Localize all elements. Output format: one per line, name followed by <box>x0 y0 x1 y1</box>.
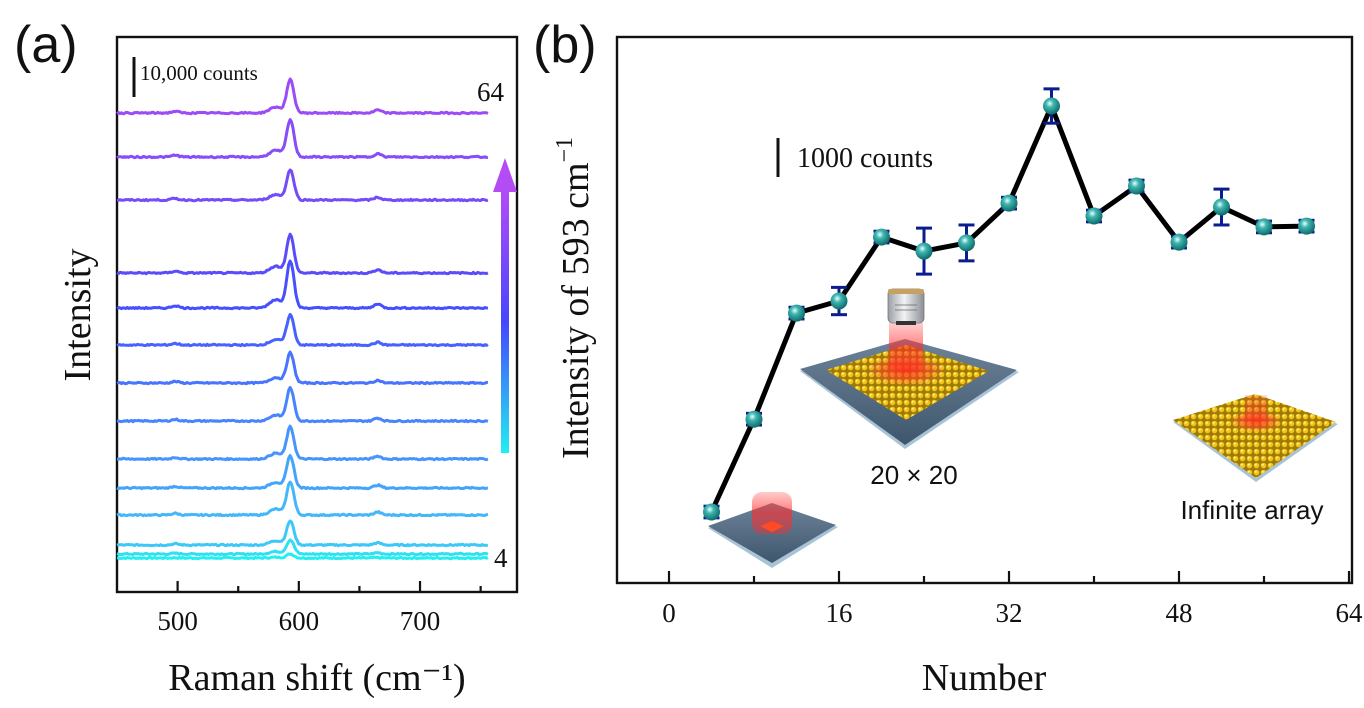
small-laser-beam <box>752 492 792 534</box>
x-tick-label: 48 <box>1166 598 1193 628</box>
panel-a-spectra <box>116 77 489 561</box>
data-point <box>1085 207 1103 225</box>
marker <box>1298 217 1315 235</box>
series-bottom-label: 4 <box>494 543 508 573</box>
data-point <box>1043 87 1060 125</box>
x-tick-label: 500 <box>157 606 198 636</box>
data-point <box>1213 187 1230 227</box>
spectrum-6 <box>116 424 489 462</box>
marker <box>1043 97 1060 115</box>
x-tick-label: 32 <box>996 598 1023 628</box>
data-point <box>1170 233 1188 251</box>
x-tick-label: 16 <box>826 598 853 628</box>
marker <box>1213 198 1230 216</box>
data-point <box>1255 218 1273 236</box>
spectrum-10 <box>116 259 489 311</box>
spectrum-8 <box>116 350 489 386</box>
marker <box>873 228 890 246</box>
color-gradient-arrow <box>493 158 517 453</box>
data-point <box>915 226 933 276</box>
panel-a-label: (a) <box>14 16 78 74</box>
marker <box>703 503 720 521</box>
marker <box>958 234 975 252</box>
panel-a-x-axis-title: Raman shift (cm⁻¹) <box>168 657 465 699</box>
panel-b-frame <box>615 35 1354 585</box>
x-tick-label: 700 <box>400 606 441 636</box>
panel-b-x-ticks <box>667 571 1351 583</box>
marker <box>1255 218 1273 236</box>
marker <box>915 242 933 260</box>
y-axis-title-main: Intensity of 593 cm <box>555 162 597 459</box>
y-axis-title-superscript: −1 <box>552 137 578 163</box>
panel-a-y-axis-title: Intensity <box>57 249 99 382</box>
data-point <box>1128 177 1145 195</box>
data-point <box>1298 217 1315 235</box>
data-point <box>745 410 763 428</box>
panel-b-series <box>703 87 1315 521</box>
panel-a: (a) 500 600 700 Raman shift (cm⁻¹) Inten… <box>14 16 519 699</box>
arrow-shaft <box>501 190 509 453</box>
objective-lens-icon <box>887 288 925 325</box>
20x20-label: 20 × 20 <box>870 460 957 490</box>
panel-b-x-axis-title: Number <box>922 657 1047 699</box>
infinite-array-inset: Infinite array <box>1173 394 1338 525</box>
x-tick-label: 0 <box>662 598 676 628</box>
x-tick-label: 64 <box>1336 598 1364 628</box>
spectrum-13 <box>116 118 489 160</box>
spectrum-12 <box>116 168 489 203</box>
data-point <box>873 228 890 246</box>
20x20-array-inset: 20 × 20 <box>800 288 1019 490</box>
data-point <box>1000 194 1018 212</box>
spectrum-9 <box>116 312 489 348</box>
small-array-inset <box>708 492 838 568</box>
marker <box>1170 233 1188 251</box>
marker <box>830 292 848 310</box>
marker <box>788 304 805 322</box>
panel-b-x-tick-labels: 0 16 32 48 64 <box>662 598 1363 628</box>
marker <box>1085 207 1103 225</box>
spectrum-5 <box>116 454 489 491</box>
panel-b-y-axis-title: Intensity of 593 cm−1 <box>552 137 597 459</box>
marker <box>1000 194 1018 212</box>
spectrum-14 <box>116 77 489 116</box>
infinite-array-label: Infinite array <box>1180 495 1323 525</box>
data-point <box>703 503 720 521</box>
laser-beam <box>889 323 923 371</box>
panel-a-scale-bar-label: 10,000 counts <box>140 61 258 85</box>
data-point <box>788 304 805 322</box>
data-point <box>958 223 975 263</box>
x-tick-label: 600 <box>279 606 320 636</box>
data-point <box>830 285 848 317</box>
spectrum-11 <box>116 232 489 276</box>
panel-a-x-ticks <box>176 581 482 592</box>
spectrum-4 <box>116 480 489 518</box>
panel-b-label: (b) <box>533 16 597 74</box>
spectrum-1 <box>116 552 489 561</box>
spectrum-7 <box>116 386 489 424</box>
panel-b: (b) 20 × 20 <box>533 16 1363 699</box>
marker <box>745 410 763 428</box>
panel-a-frame <box>115 35 519 594</box>
panel-b-scale-bar-label: 1000 counts <box>797 143 933 174</box>
infinite-gold-array <box>1173 394 1336 478</box>
infinite-laser-beam <box>1245 395 1267 421</box>
spectrum-3 <box>116 519 489 548</box>
marker <box>1128 177 1145 195</box>
series-top-label: 64 <box>477 77 505 107</box>
arrow-head-icon <box>493 158 517 192</box>
spectrum-2 <box>116 538 489 557</box>
panel-a-x-tick-labels: 500 600 700 <box>157 606 440 636</box>
